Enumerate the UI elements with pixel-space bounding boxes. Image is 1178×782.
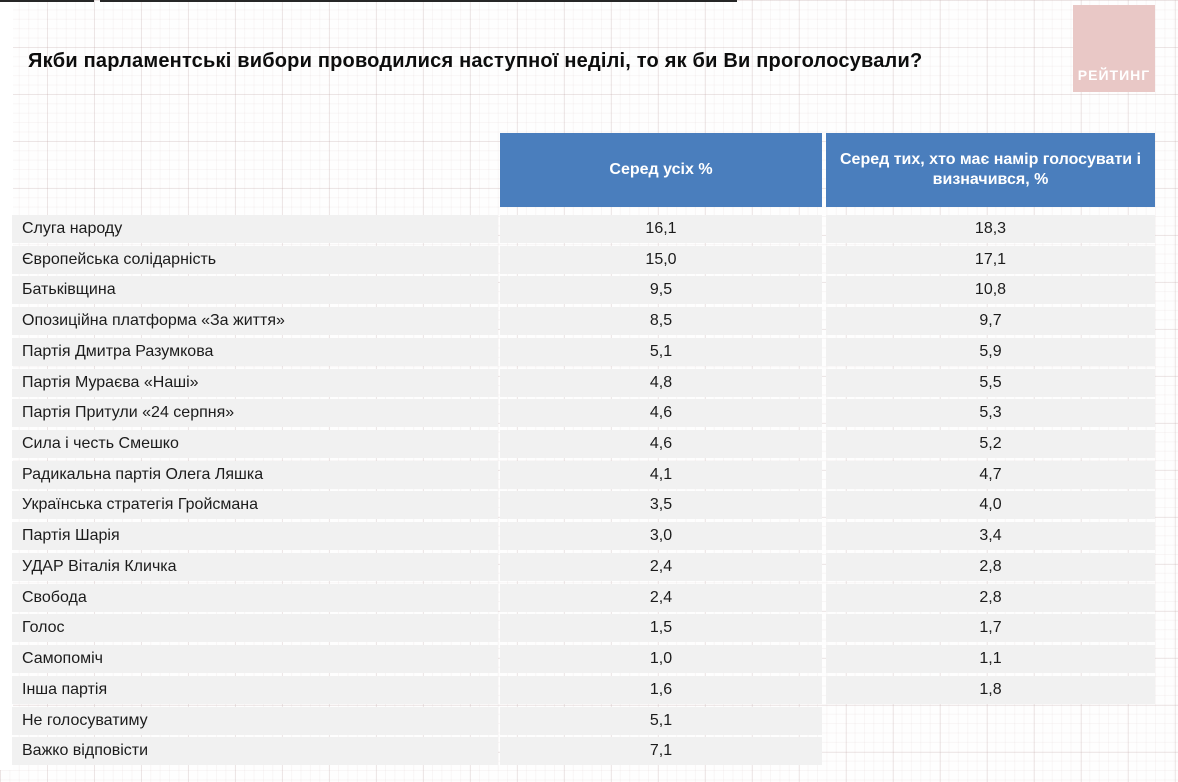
value-all: 4,1	[500, 460, 822, 489]
party-label: Не голосуватиму	[12, 706, 498, 735]
value-all: 16,1	[500, 215, 822, 243]
table-row: Партія Притули «24 серпня» 4,6 5,3	[12, 399, 1155, 428]
table-row: Слуга народу 16,1 18,3	[12, 215, 1155, 243]
table-row: Партія Шарія 3,0 3,4	[12, 522, 1155, 551]
party-label: Слуга народу	[12, 215, 498, 243]
value-all: 8,5	[500, 307, 822, 336]
value-all: 2,4	[500, 552, 822, 581]
party-label: Голос	[12, 614, 498, 643]
party-label: Важко відповісти	[12, 737, 498, 766]
value-decided: 4,0	[826, 491, 1155, 520]
party-label: Самопоміч	[12, 645, 498, 674]
value-decided: 1,8	[826, 675, 1155, 704]
value-decided: 5,2	[826, 430, 1155, 459]
party-label: Партія Шарія	[12, 522, 498, 551]
party-label: Інша партія	[12, 675, 498, 704]
value-all: 3,0	[500, 522, 822, 551]
value-decided: 5,9	[826, 337, 1155, 366]
top-border-segment	[100, 0, 737, 2]
left-margin	[0, 0, 13, 770]
table-row: Батьківщина 9,5 10,8	[12, 276, 1155, 305]
table-row: Партія Дмитра Разумкова 5,1 5,9	[12, 337, 1155, 366]
value-all: 3,5	[500, 491, 822, 520]
value-all: 5,1	[500, 706, 822, 735]
party-label: Партія Дмитра Разумкова	[12, 337, 498, 366]
value-all: 4,6	[500, 430, 822, 459]
value-all: 1,0	[500, 645, 822, 674]
value-decided: 9,7	[826, 307, 1155, 336]
table-row: УДАР Віталія Кличка 2,4 2,8	[12, 552, 1155, 581]
party-label: Свобода	[12, 583, 498, 612]
party-label: Українська стратегія Гройсмана	[12, 491, 498, 520]
value-all: 15,0	[500, 245, 822, 274]
value-all: 7,1	[500, 737, 822, 766]
value-all: 9,5	[500, 276, 822, 305]
table-row: Самопоміч 1,0 1,1	[12, 645, 1155, 674]
table-row: Європейська солідарність 15,0 17,1	[12, 245, 1155, 274]
value-decided: 10,8	[826, 276, 1155, 305]
page-title: Якби парламентські вибори проводилися на…	[28, 50, 923, 72]
table-row: Партія Мураєва «Наші» 4,8 5,5	[12, 368, 1155, 397]
party-label: Європейська солідарність	[12, 245, 498, 274]
table-row: Свобода 2,4 2,8	[12, 583, 1155, 612]
value-decided: 4,7	[826, 460, 1155, 489]
party-label: Опозиційна платформа «За життя»	[12, 307, 498, 336]
value-decided: 1,7	[826, 614, 1155, 643]
value-all: 2,4	[500, 583, 822, 612]
value-decided: 18,3	[826, 215, 1155, 243]
top-border-segment	[0, 0, 94, 2]
value-all: 5,1	[500, 337, 822, 366]
value-decided: 5,5	[826, 368, 1155, 397]
party-label: Батьківщина	[12, 276, 498, 305]
party-label: Сила і честь Смешко	[12, 430, 498, 459]
value-decided: 17,1	[826, 245, 1155, 274]
column-header-decided: Серед тих, хто має намір голосувати і ви…	[826, 133, 1155, 207]
value-decided: 5,3	[826, 399, 1155, 428]
value-decided: 2,8	[826, 583, 1155, 612]
table-row: Сила і честь Смешко 4,6 5,2	[12, 430, 1155, 459]
party-label: Радикальна партія Олега Ляшка	[12, 460, 498, 489]
value-decided: 2,8	[826, 552, 1155, 581]
rating-group-logo: РЕЙТИНГ	[1073, 5, 1155, 92]
value-decided: 3,4	[826, 522, 1155, 551]
party-label: Партія Мураєва «Наші»	[12, 368, 498, 397]
value-all: 4,6	[500, 399, 822, 428]
poll-table-rows: Слуга народу 16,1 18,3 Європейська солідарн…	[12, 215, 1155, 768]
table-row: Голос 1,5 1,7	[12, 614, 1155, 643]
value-all: 1,5	[500, 614, 822, 643]
value-all: 4,8	[500, 368, 822, 397]
value-decided: 1,1	[826, 645, 1155, 674]
table-row: Інша партія 1,6 1,8	[12, 675, 1155, 704]
logo-text: РЕЙТИНГ	[1077, 67, 1151, 83]
table-row: Не голосуватиму 5,1	[12, 706, 1155, 735]
table-row: Радикальна партія Олега Ляшка 4,1 4,7	[12, 460, 1155, 489]
table-row: Українська стратегія Гройсмана 3,5 4,0	[12, 491, 1155, 520]
value-all: 1,6	[500, 675, 822, 704]
party-label: УДАР Віталія Кличка	[12, 552, 498, 581]
table-row: Опозиційна платформа «За життя» 8,5 9,7	[12, 307, 1155, 336]
table-row: Важко відповісти 7,1	[12, 737, 1155, 766]
column-header-all: Серед усіх %	[500, 133, 822, 207]
party-label: Партія Притули «24 серпня»	[12, 399, 498, 428]
